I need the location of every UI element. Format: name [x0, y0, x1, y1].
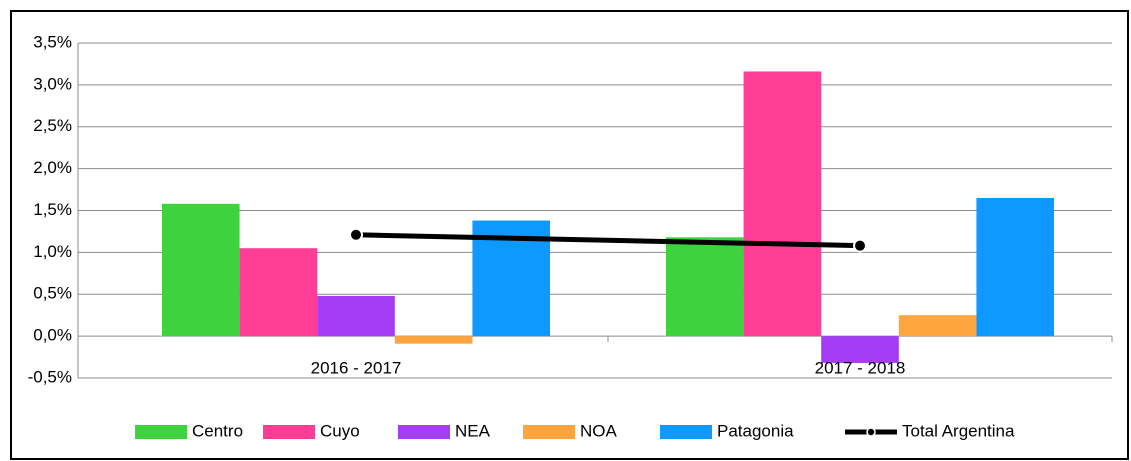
bar [317, 295, 395, 337]
line-marker [349, 227, 363, 242]
y-tick-label: 2,5% [33, 116, 72, 135]
bar [821, 336, 899, 363]
legend-label: Cuyo [320, 421, 360, 440]
legend-swatch [866, 427, 876, 437]
y-tick-label: 1,5% [33, 200, 72, 219]
legend-swatch [263, 425, 315, 439]
y-tick-label: 3,0% [33, 74, 72, 93]
legend-swatch [660, 425, 712, 439]
x-tick-label: 2016 - 2017 [311, 358, 402, 377]
bar [161, 203, 240, 337]
x-tick-label: 2017 - 2018 [815, 358, 906, 377]
legend-swatch [135, 425, 187, 439]
y-tick-label: 0,0% [33, 326, 72, 345]
y-tick-label: 1,0% [33, 242, 72, 261]
y-tick-label: 0,5% [33, 284, 72, 303]
legend-label: NEA [455, 421, 491, 440]
bar [976, 197, 1055, 337]
legend-swatch [398, 425, 450, 439]
legend-label: Centro [192, 421, 243, 440]
legend-label: Total Argentina [902, 421, 1015, 440]
bar [394, 336, 473, 344]
legend-label: NOA [580, 421, 618, 440]
y-tick-label: 3,5% [33, 32, 72, 51]
chart-border [10, 10, 1129, 460]
bar [665, 237, 744, 337]
bar [743, 71, 822, 337]
line-marker [853, 238, 867, 253]
bar [239, 248, 318, 337]
legend-label: Patagonia [717, 421, 794, 440]
y-tick-label: 2,0% [33, 158, 72, 177]
y-tick-label: -0,5% [28, 367, 72, 386]
line [355, 232, 861, 249]
legend-swatch [523, 425, 575, 439]
bar [898, 315, 977, 337]
